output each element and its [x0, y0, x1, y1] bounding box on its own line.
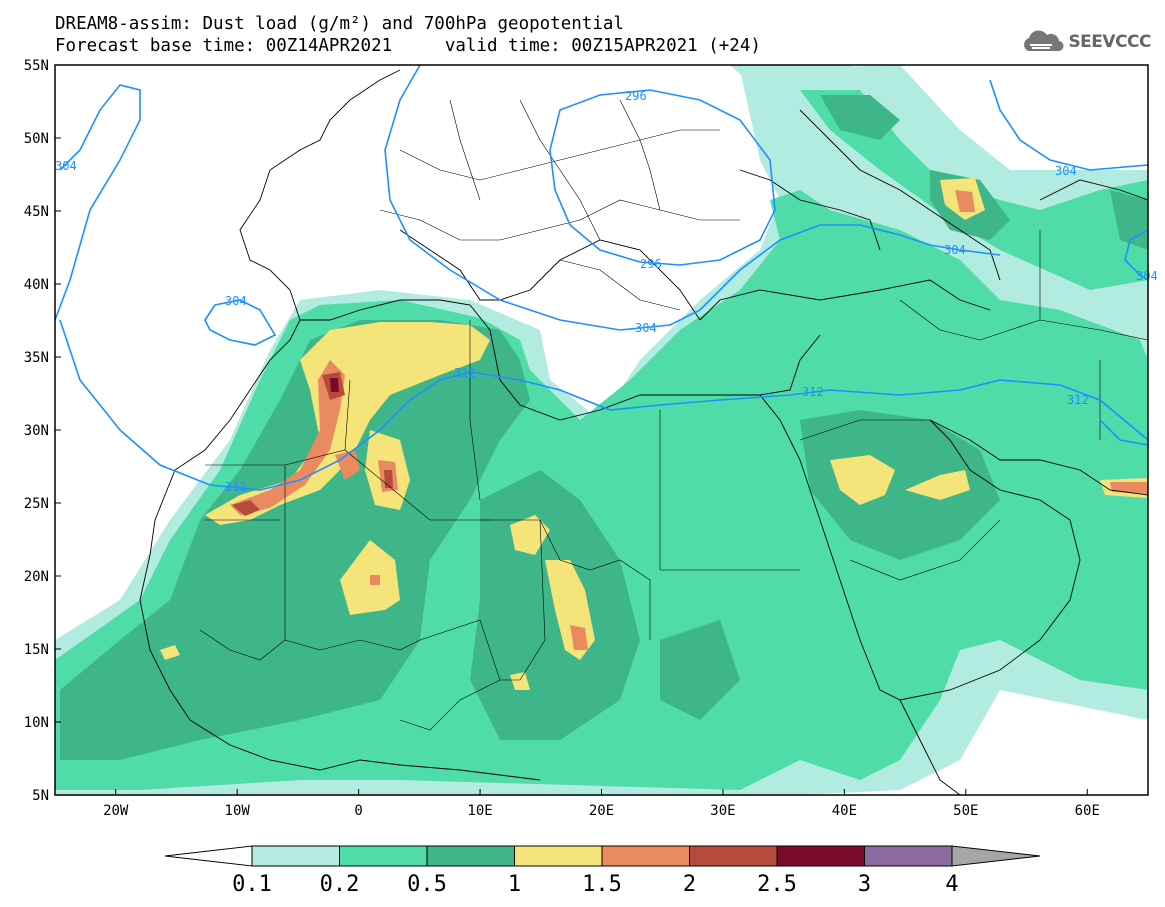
lat-tick-label: 40N	[24, 277, 49, 293]
lon-tick-label: 10E	[467, 803, 492, 819]
lat-tick-label: 5N	[32, 788, 49, 804]
lat-tick-label: 15N	[24, 642, 49, 658]
cloud-logo-icon	[1024, 30, 1064, 52]
colorbar-label: 0.2	[320, 872, 360, 897]
contour-label: 296	[640, 257, 662, 271]
colorbar-swatch	[251, 845, 340, 867]
lat-tick-label: 30N	[24, 423, 49, 439]
colorbar: 0.1 0.2 0.5 1 1.5 2 2.5 3 4	[164, 845, 1041, 897]
colorbar-swatch	[426, 845, 515, 867]
lat-tick-label: 50N	[24, 131, 49, 147]
lon-tick-label: 40E	[832, 803, 857, 819]
colorbar-swatch	[339, 845, 428, 867]
lon-tick-label: 30E	[710, 803, 735, 819]
contour-label: 312	[802, 385, 824, 399]
colorbar-label: 0.1	[232, 872, 272, 897]
lon-tick-label: 20W	[103, 803, 129, 819]
map-subtitle: Forecast base time: 00Z14APR2021 valid t…	[55, 36, 761, 56]
colorbar-swatch	[864, 845, 953, 867]
contour-label: 312	[225, 480, 247, 494]
lat-tick-label: 10N	[24, 715, 49, 731]
lat-tick-label: 55N	[24, 58, 49, 74]
dust-level-1	[160, 178, 1148, 690]
dust-fields	[55, 65, 1148, 795]
contour-label: 312	[1067, 393, 1089, 407]
contour-label: 304	[225, 294, 247, 308]
lat-tick-label: 25N	[24, 496, 49, 512]
contour-label: 304	[944, 243, 966, 257]
logo-text: SEEVCCC	[1068, 32, 1151, 52]
contour-label: 304	[1055, 164, 1077, 178]
lat-tick-label: 20N	[24, 569, 49, 585]
seevccc-logo: SEEVCCC	[1020, 28, 1151, 56]
geopotential-contours	[55, 65, 1148, 491]
colorbar-label: 3	[858, 872, 871, 897]
colorbar-under-arrow	[164, 845, 253, 867]
contour-label: 304	[55, 159, 77, 173]
latitude-axis: 55N 50N 45N 40N 35N 30N 25N 20N 15N 10N 5N	[24, 58, 61, 804]
colorbar-swatch	[776, 845, 865, 867]
map-title: DREAM8-assim: Dust load (g/m²) and 700hP…	[55, 14, 624, 34]
lon-tick-label: 0	[354, 803, 362, 819]
colorbar-label: 1	[508, 872, 521, 897]
colorbar-swatch	[514, 845, 603, 867]
lat-tick-label: 45N	[24, 204, 49, 220]
colorbar-label: 1.5	[582, 872, 622, 897]
contour-labels: 296 304 304 296 304 312 312 312 312 304 …	[55, 89, 1158, 494]
contour-label: 304	[1136, 269, 1158, 283]
colorbar-label: 2	[683, 872, 696, 897]
coastlines	[139, 69, 1148, 795]
colorbar-over-arrow	[951, 845, 1041, 867]
country-borders	[199, 99, 1148, 731]
lon-tick-label: 20E	[589, 803, 614, 819]
lat-tick-label: 35N	[24, 350, 49, 366]
colorbar-label: 2.5	[757, 872, 797, 897]
colorbar-swatch	[601, 845, 690, 867]
colorbar-label: 0.5	[407, 872, 447, 897]
contour-label: 296	[625, 89, 647, 103]
lon-tick-label: 60E	[1075, 803, 1100, 819]
dust-level-2-5	[330, 378, 339, 392]
colorbar-swatch	[689, 845, 778, 867]
longitude-axis: 20W 10W 0 10E 20E 30E 40E 50E 60E	[103, 789, 1100, 819]
contour-label: 304	[635, 321, 657, 335]
colorbar-label: 4	[945, 872, 958, 897]
lon-tick-label: 10W	[225, 803, 251, 819]
lon-tick-label: 50E	[953, 803, 978, 819]
contour-label: 312	[454, 366, 476, 380]
